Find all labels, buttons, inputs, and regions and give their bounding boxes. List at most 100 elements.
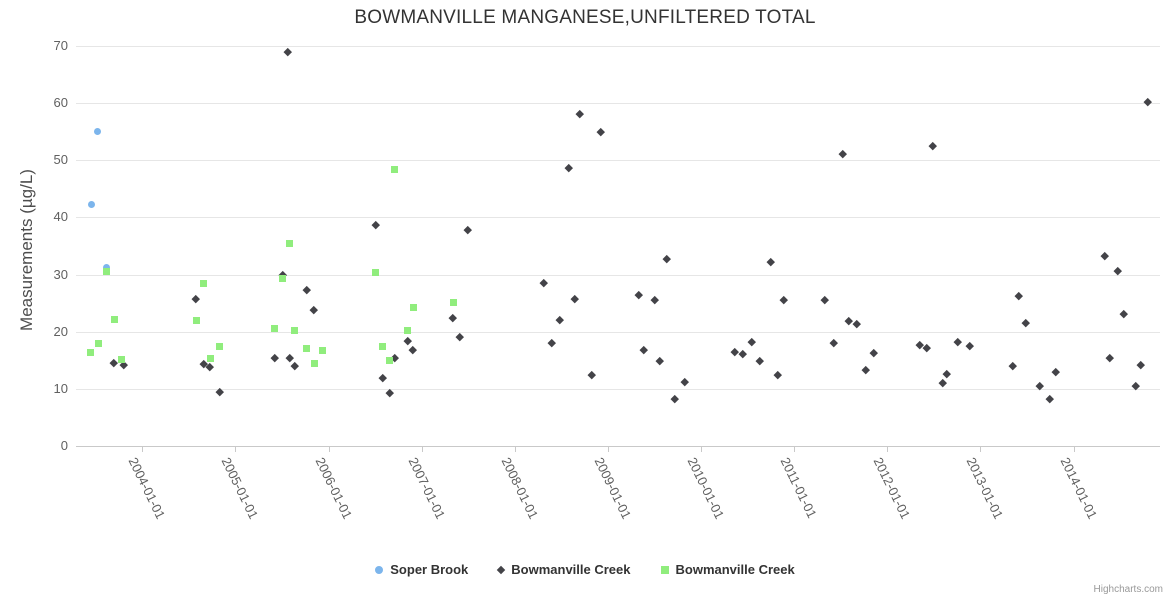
data-point-bowmanville-creek[interactable] [861,366,870,374]
data-point-bowmanville-creek[interactable] [379,343,386,351]
data-point-soper-brook[interactable] [103,263,111,271]
data-point-bowmanville-creek[interactable] [463,226,472,234]
data-point-bowmanville-creek[interactable] [270,324,278,332]
data-point-bowmanville-creek[interactable] [302,285,311,294]
data-point-bowmanville-creek[interactable] [576,110,584,118]
data-point-bowmanville-creek[interactable] [109,358,118,367]
data-point-bowmanville-creek[interactable] [371,269,379,277]
data-point-bowmanville-creek[interactable] [564,163,573,172]
data-point-bowmanville-creek[interactable] [110,316,118,324]
data-point-bowmanville-creek[interactable] [455,332,464,341]
highcharts-credit-link[interactable]: Highcharts.com [1093,584,1163,595]
y-axis-title: Measurements (µg/L) [17,169,36,331]
data-point-bowmanville-creek[interactable] [285,239,293,247]
data-point-bowmanville-creek[interactable] [1009,361,1017,370]
data-point-bowmanville-creek[interactable] [829,339,838,348]
data-point-bowmanville-creek[interactable] [965,341,974,350]
data-point-bowmanville-creek[interactable] [291,361,299,370]
data-point-bowmanville-creek[interactable] [311,359,319,367]
data-point-bowmanville-creek[interactable] [1106,353,1114,362]
data-point-bowmanville-creek[interactable] [372,220,381,229]
data-point-bowmanville-creek[interactable] [939,379,948,388]
data-point-bowmanville-creek[interactable] [680,378,689,386]
data-point-bowmanville-creek[interactable] [730,347,739,356]
x-axis-tick-mark [887,447,889,452]
data-point-bowmanville-creek[interactable] [1052,367,1060,376]
x-axis-tick-label: 2010-01-01 [684,455,728,522]
data-point-bowmanville-creek[interactable] [290,326,298,334]
data-point-bowmanville-creek[interactable] [86,349,94,357]
data-point-bowmanville-creek[interactable] [270,353,279,362]
data-point-bowmanville-creek[interactable] [1101,251,1110,260]
data-point-bowmanville-creek[interactable] [587,371,596,380]
data-point-bowmanville-creek[interactable] [656,356,664,365]
data-point-soper-brook[interactable] [87,200,95,208]
x-axis-tick-mark [328,447,330,452]
data-point-bowmanville-creek[interactable] [755,356,764,365]
data-point-bowmanville-creek[interactable] [869,348,878,357]
data-point-bowmanville-creek[interactable] [118,355,126,363]
data-point-bowmanville-creek[interactable] [318,346,326,354]
x-axis-tick-label: 2004-01-01 [125,455,169,522]
data-point-bowmanville-creek[interactable] [739,350,747,358]
data-point-bowmanville-creek[interactable] [302,344,310,352]
data-point-bowmanville-creek[interactable] [555,315,564,324]
y-axis-tick-label: 30 [53,266,68,282]
data-point-bowmanville-creek[interactable] [662,255,671,264]
data-point-bowmanville-creek[interactable] [780,295,788,304]
data-point-bowmanville-creek[interactable] [283,47,292,56]
data-point-bowmanville-creek[interactable] [773,370,782,379]
x-axis-tick-label: 2008-01-01 [498,455,541,522]
data-point-bowmanville-creek[interactable] [954,337,963,346]
data-point-bowmanville-creek[interactable] [570,295,579,304]
data-point-bowmanville-creek[interactable] [391,165,399,173]
data-point-bowmanville-creek[interactable] [409,304,417,312]
data-point-bowmanville-creek[interactable] [403,336,412,345]
data-point-bowmanville-creek[interactable] [1045,394,1054,403]
data-point-bowmanville-creek[interactable] [1136,360,1145,369]
data-point-bowmanville-creek[interactable] [838,149,847,158]
data-point-bowmanville-creek[interactable] [852,319,861,328]
data-point-bowmanville-creek[interactable] [639,345,648,354]
legend-item-bowmanville-creek[interactable]: Bowmanville Creek [497,562,631,577]
y-gridline [76,331,1160,333]
data-point-bowmanville-creek[interactable] [449,313,458,322]
data-point-soper-brook[interactable] [93,128,101,136]
data-point-bowmanville-creek[interactable] [767,257,775,266]
data-point-bowmanville-creek[interactable] [386,357,394,365]
data-point-bowmanville-creek[interactable] [309,306,318,314]
data-point-bowmanville-creek[interactable] [596,127,605,136]
data-point-bowmanville-creek[interactable] [378,373,387,382]
data-point-bowmanville-creek[interactable] [404,327,412,335]
data-point-bowmanville-creek[interactable] [821,295,829,304]
data-point-bowmanville-creek[interactable] [1014,291,1023,300]
data-point-bowmanville-creek[interactable] [650,295,659,304]
legend-item-bowmanville-creek[interactable]: Bowmanville Creek [660,562,795,577]
data-point-bowmanville-creek[interactable] [634,291,643,300]
data-point-bowmanville-creek[interactable] [95,340,103,348]
data-point-bowmanville-creek[interactable] [199,280,207,288]
data-point-bowmanville-creek[interactable] [449,299,457,307]
data-point-bowmanville-creek[interactable] [548,339,556,348]
data-point-bowmanville-creek[interactable] [102,268,110,276]
data-point-bowmanville-creek[interactable] [409,345,417,354]
data-point-bowmanville-creek[interactable] [206,362,215,371]
data-point-bowmanville-creek[interactable] [748,337,757,346]
data-point-bowmanville-creek[interactable] [922,343,931,352]
data-point-bowmanville-creek[interactable] [539,279,548,288]
legend-item-soper-brook[interactable]: Soper Brook [375,562,468,577]
data-point-bowmanville-creek[interactable] [929,141,937,150]
x-axis-tick-mark [980,447,982,452]
x-axis-tick-label: 2009-01-01 [591,455,635,522]
data-point-bowmanville-creek[interactable] [1143,97,1152,106]
data-point-bowmanville-creek[interactable] [286,353,295,362]
data-point-bowmanville-creek[interactable] [943,370,951,378]
data-point-bowmanville-creek[interactable] [216,343,224,351]
data-point-bowmanville-creek[interactable] [670,395,679,404]
data-point-bowmanville-creek[interactable] [192,295,201,304]
data-point-bowmanville-creek[interactable] [206,354,214,362]
data-point-bowmanville-creek[interactable] [1120,310,1128,318]
data-point-bowmanville-creek[interactable] [192,316,200,324]
data-point-bowmanville-creek[interactable] [1022,319,1031,328]
data-point-bowmanville-creek[interactable] [278,274,286,282]
